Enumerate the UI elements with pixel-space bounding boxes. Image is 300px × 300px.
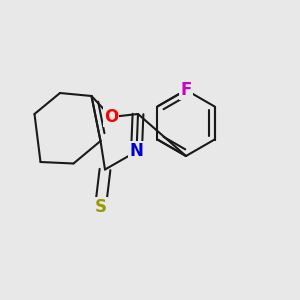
Text: N: N — [130, 142, 143, 160]
Text: O: O — [104, 108, 118, 126]
Text: F: F — [180, 81, 192, 99]
Text: S: S — [94, 198, 106, 216]
